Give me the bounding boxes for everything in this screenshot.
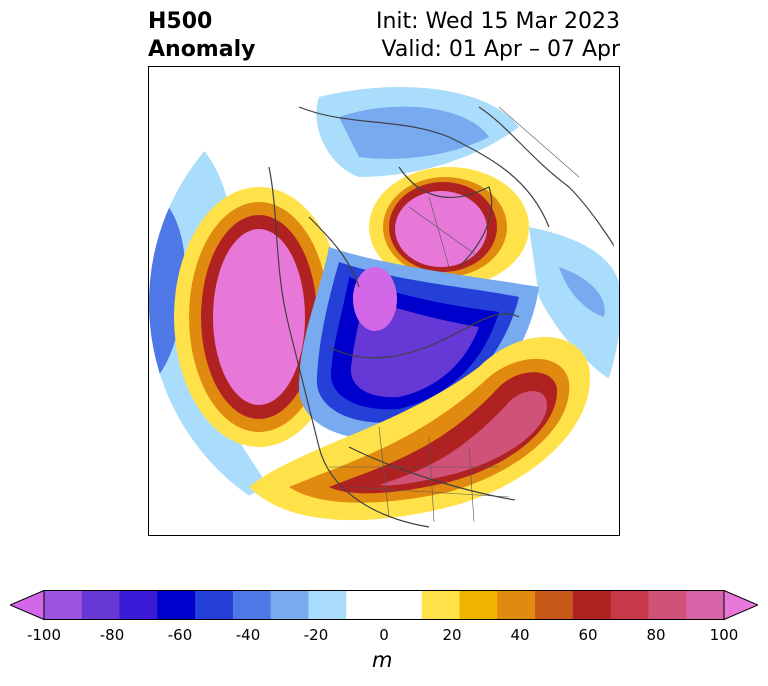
colorbar-tick-label: -40 — [235, 626, 261, 644]
colorbar-outline-right — [723, 590, 758, 620]
colorbar-segment — [535, 590, 574, 620]
title-field: Anomaly — [148, 37, 256, 62]
title-left: H500 Anomaly — [148, 8, 255, 64]
colorbar-segment — [232, 590, 272, 620]
colorbar-segment — [610, 590, 649, 620]
colorbar-segment — [44, 590, 83, 620]
colorbar-tick-label: 40 — [510, 626, 530, 644]
map-panel — [148, 66, 620, 536]
colorbar-tick-label: 0 — [379, 626, 389, 644]
colorbar-segment — [195, 590, 234, 620]
ridge-north-core — [395, 191, 487, 267]
coastlines — [268, 106, 619, 528]
negative-anomaly-north-inner — [339, 106, 489, 159]
colorbar-segment — [648, 590, 687, 620]
colorbar-extend-min — [10, 590, 44, 620]
colorbar-segment — [119, 590, 158, 620]
colorbar-tick-label: -80 — [99, 626, 125, 644]
negative-anomaly-east — [529, 227, 619, 387]
colorbar-segment — [686, 590, 725, 620]
init-date: Init: Wed 15 Mar 2023 — [375, 9, 620, 34]
colorbar-segment — [459, 590, 498, 620]
colorbar-segment — [497, 590, 536, 620]
colorbar-outline-left — [10, 590, 45, 620]
negative-anomaly-east-inner — [559, 267, 605, 317]
colorbar — [10, 590, 758, 620]
colorbar-extend-max — [724, 590, 758, 620]
trough-central-min — [353, 267, 397, 331]
title-variable: H500 — [148, 9, 213, 34]
colorbar-segment — [384, 590, 423, 620]
colorbar-segment — [421, 590, 461, 620]
colorbar-segment — [572, 590, 612, 620]
colorbar-segment — [81, 590, 121, 620]
colorbar-tick-label: 80 — [646, 626, 666, 644]
colorbar-tick-label: -60 — [167, 626, 193, 644]
ridge-south-core — [379, 391, 547, 486]
ridge-south-red — [329, 372, 558, 494]
colorbar-segment — [308, 590, 347, 620]
title-right: Init: Wed 15 Mar 2023 Valid: 01 Apr – 07… — [376, 8, 620, 64]
colorbar-tick-label: 20 — [442, 626, 462, 644]
colorbar-segment — [346, 590, 385, 620]
valid-range: Valid: 01 Apr – 07 Apr — [381, 37, 621, 62]
ridge-west-core — [213, 229, 305, 405]
colorbar-segment — [157, 590, 196, 620]
colorbar-tick-label: -20 — [303, 626, 329, 644]
colorbar-unit: m — [372, 648, 393, 672]
colorbar-tick-label: 100 — [709, 626, 739, 644]
colorbar-tick-label: -100 — [26, 626, 62, 644]
anomaly-map — [149, 67, 619, 535]
colorbar-tick-label: 60 — [578, 626, 598, 644]
colorbar-segment — [270, 590, 309, 620]
